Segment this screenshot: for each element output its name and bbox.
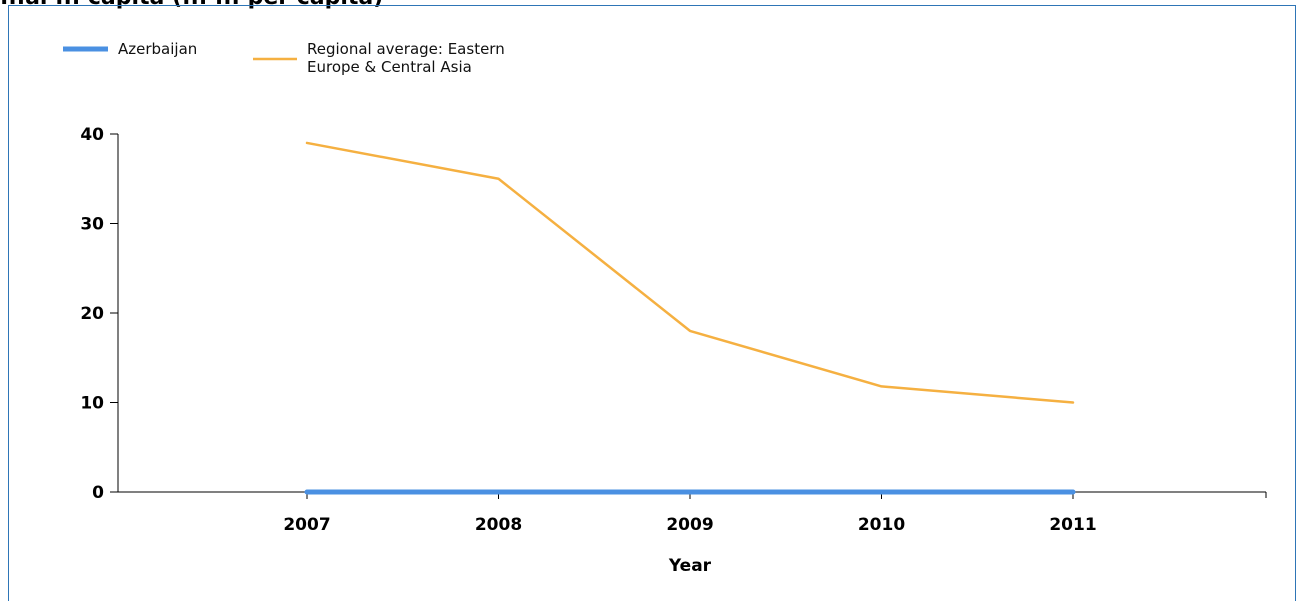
chart-frame bbox=[8, 5, 1296, 601]
series-line-1 bbox=[305, 141, 1075, 404]
series-layer bbox=[304, 141, 1076, 495]
x-tick-label: 2009 bbox=[666, 515, 713, 535]
legend-label-regional: Regional average: Eastern Europe & Centra… bbox=[307, 40, 505, 76]
y-tick-label: 0 bbox=[92, 483, 104, 503]
x-tick-label: 2011 bbox=[1049, 515, 1096, 535]
y-tick-label: 30 bbox=[80, 215, 104, 235]
legend-label-azerbaijan: Azerbaijan bbox=[118, 40, 197, 58]
y-tick-label: 40 bbox=[80, 125, 104, 145]
x-tick-label: 2010 bbox=[858, 515, 905, 535]
x-tick-label: 2008 bbox=[475, 515, 522, 535]
axes: 0 10 20 30 40 2007 2008 2009 2010 2011 Year bbox=[80, 125, 1267, 576]
x-axis-title: Year bbox=[668, 556, 712, 576]
legend: Azerbaijan Regional average: Eastern Europ… bbox=[63, 40, 505, 76]
page-title: ...al ... capita (... ... per capita) bbox=[0, 0, 383, 9]
x-tick-label: 2007 bbox=[283, 515, 330, 535]
y-tick-label: 10 bbox=[80, 394, 104, 414]
y-tick-label: 20 bbox=[80, 304, 104, 324]
legend-label-regional-line: Europe & Central Asia bbox=[307, 58, 472, 76]
legend-label-regional-line: Regional average: Eastern bbox=[307, 40, 505, 58]
